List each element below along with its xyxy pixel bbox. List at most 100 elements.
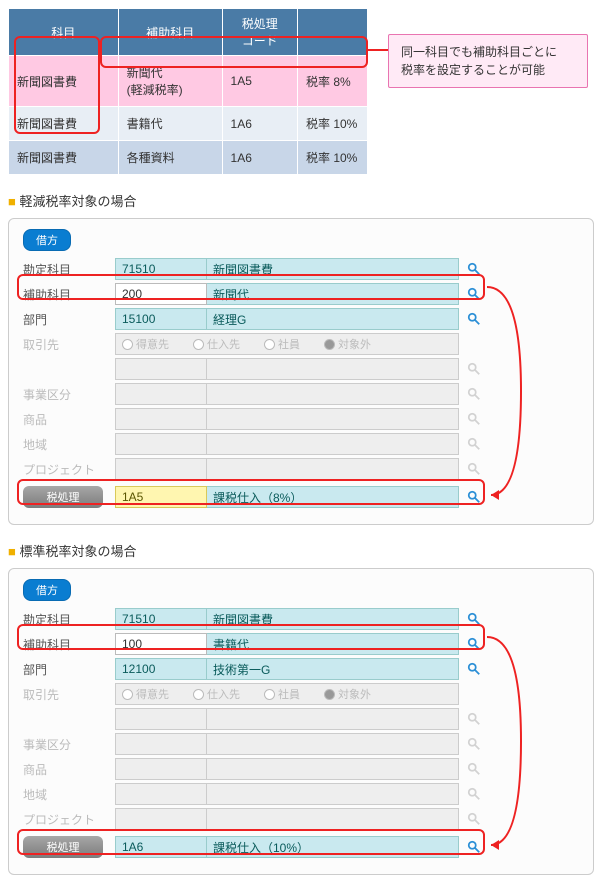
section-title-standard: ■ 標準税率対象の場合 bbox=[8, 541, 594, 560]
row-biz: 事業区分 bbox=[23, 382, 579, 406]
search-icon[interactable] bbox=[465, 710, 483, 728]
debit-tab[interactable]: 借方 bbox=[23, 579, 71, 601]
row-partner: 取引先 得意先 仕入先 社員 対象外 bbox=[23, 332, 579, 356]
row-account: 勘定科目 71510 新聞図書費 bbox=[23, 257, 579, 281]
th-taxcode: 税処理 コード bbox=[222, 9, 297, 56]
radio-icon bbox=[324, 689, 335, 700]
search-icon[interactable] bbox=[465, 460, 483, 478]
radio-icon bbox=[324, 339, 335, 350]
tax-pill: 税処理 bbox=[23, 836, 103, 858]
cell: 新聞図書費 bbox=[9, 141, 119, 175]
label: 取引先 bbox=[23, 686, 115, 703]
radio-label: 仕入先 bbox=[207, 336, 240, 352]
project-code bbox=[115, 458, 207, 480]
tax-code[interactable]: 1A6 bbox=[115, 836, 207, 858]
project-name bbox=[207, 808, 459, 830]
sub-name: 新聞代 bbox=[207, 283, 459, 305]
search-icon[interactable] bbox=[465, 760, 483, 778]
search-icon[interactable] bbox=[465, 360, 483, 378]
tax-pill: 税処理 bbox=[23, 486, 103, 508]
dept-code[interactable]: 15100 bbox=[115, 308, 207, 330]
project-code bbox=[115, 808, 207, 830]
region-name bbox=[207, 433, 459, 455]
search-icon[interactable] bbox=[465, 410, 483, 428]
row-tax: 税処理 1A6 課税仕入（10%） bbox=[23, 835, 579, 859]
table-row: 新聞図書費 各種資料 1A6 税率 10% bbox=[9, 141, 368, 175]
partner-radio-group: 得意先 仕入先 社員 対象外 bbox=[115, 683, 459, 705]
radio-option[interactable]: 社員 bbox=[264, 686, 300, 702]
search-icon[interactable] bbox=[465, 735, 483, 753]
panel-reduced: 借方 勘定科目 71510 新聞図書費 補助科目 200 新聞代 部門 1510… bbox=[8, 218, 594, 525]
row-biz: 事業区分 bbox=[23, 732, 579, 756]
search-icon[interactable] bbox=[465, 285, 483, 303]
search-icon[interactable] bbox=[465, 435, 483, 453]
label: 補助科目 bbox=[23, 286, 115, 303]
label: 事業区分 bbox=[23, 736, 115, 753]
tax-code[interactable]: 1A5 bbox=[115, 486, 207, 508]
region-code bbox=[115, 433, 207, 455]
biz-code bbox=[115, 733, 207, 755]
partner-code bbox=[115, 358, 207, 380]
search-icon[interactable] bbox=[465, 310, 483, 328]
top-section: 科目 補助科目 税処理 コード 新聞図書費 新聞代 (軽減税率) 1A5 税率 … bbox=[8, 8, 594, 175]
radio-option[interactable]: 得意先 bbox=[122, 336, 169, 352]
th-subject: 科目 bbox=[9, 9, 119, 56]
debit-tab[interactable]: 借方 bbox=[23, 229, 71, 251]
search-icon[interactable] bbox=[465, 635, 483, 653]
sub-code[interactable]: 100 bbox=[115, 633, 207, 655]
partner-name bbox=[207, 358, 459, 380]
search-icon[interactable] bbox=[465, 488, 483, 506]
search-icon[interactable] bbox=[465, 810, 483, 828]
biz-code bbox=[115, 383, 207, 405]
account-code[interactable]: 71510 bbox=[115, 608, 207, 630]
account-name: 新聞図書費 bbox=[207, 258, 459, 280]
radio-option[interactable]: 社員 bbox=[264, 336, 300, 352]
search-icon[interactable] bbox=[465, 838, 483, 856]
account-code[interactable]: 71510 bbox=[115, 258, 207, 280]
search-icon[interactable] bbox=[465, 260, 483, 278]
dept-code[interactable]: 12100 bbox=[115, 658, 207, 680]
sub-code[interactable]: 200 bbox=[115, 283, 207, 305]
cell: 書籍代 bbox=[118, 107, 222, 141]
row-sub: 補助科目 200 新聞代 bbox=[23, 282, 579, 306]
cell: 新聞図書費 bbox=[9, 56, 119, 107]
label: 商品 bbox=[23, 411, 115, 428]
label: 部門 bbox=[23, 311, 115, 328]
radio-option[interactable]: 得意先 bbox=[122, 686, 169, 702]
row-sub: 補助科目 100 書籍代 bbox=[23, 632, 579, 656]
row-partner-field bbox=[23, 707, 579, 731]
partner-code bbox=[115, 708, 207, 730]
radio-icon bbox=[193, 689, 204, 700]
radio-option[interactable]: 仕入先 bbox=[193, 686, 240, 702]
cell: 各種資料 bbox=[118, 141, 222, 175]
search-icon[interactable] bbox=[465, 385, 483, 403]
biz-name bbox=[207, 383, 459, 405]
table-row: 新聞図書費 新聞代 (軽減税率) 1A5 税率 8% bbox=[9, 56, 368, 107]
radio-label: 仕入先 bbox=[207, 686, 240, 702]
account-name: 新聞図書費 bbox=[207, 608, 459, 630]
cell: 1A5 bbox=[222, 56, 297, 107]
row-account: 勘定科目 71510 新聞図書費 bbox=[23, 607, 579, 631]
region-name bbox=[207, 783, 459, 805]
label: プロジェクト bbox=[23, 811, 115, 828]
cell: 1A6 bbox=[222, 107, 297, 141]
dept-name: 経理G bbox=[207, 308, 459, 330]
row-partner-field bbox=[23, 357, 579, 381]
radio-label: 社員 bbox=[278, 686, 300, 702]
row-dept: 部門 15100 経理G bbox=[23, 307, 579, 331]
search-icon[interactable] bbox=[465, 660, 483, 678]
radio-icon bbox=[264, 689, 275, 700]
radio-option[interactable]: 仕入先 bbox=[193, 336, 240, 352]
radio-option[interactable]: 対象外 bbox=[324, 336, 371, 352]
radio-icon bbox=[193, 339, 204, 350]
callout: 同一科目でも補助科目ごとに 税率を設定することが可能 bbox=[388, 34, 588, 88]
label: 商品 bbox=[23, 761, 115, 778]
radio-option[interactable]: 対象外 bbox=[324, 686, 371, 702]
search-icon[interactable] bbox=[465, 610, 483, 628]
row-dept: 部門 12100 技術第一G bbox=[23, 657, 579, 681]
label: 勘定科目 bbox=[23, 261, 115, 278]
label: 勘定科目 bbox=[23, 611, 115, 628]
radio-label: 得意先 bbox=[136, 336, 169, 352]
row-tax: 税処理 1A5 課税仕入（8%） bbox=[23, 485, 579, 509]
search-icon[interactable] bbox=[465, 785, 483, 803]
